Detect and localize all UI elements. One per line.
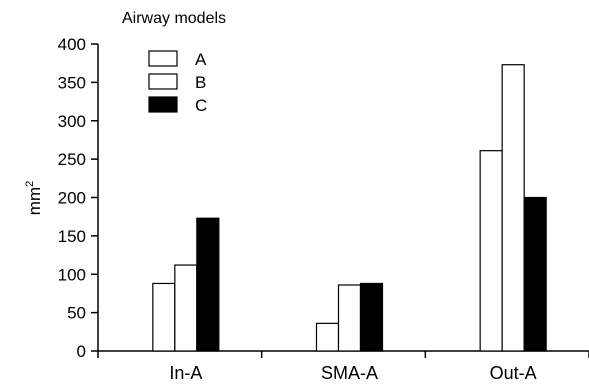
y-tick-label: 50	[67, 304, 86, 323]
bar-A-Out-A	[479, 150, 503, 352]
legend-label-A: A	[195, 50, 207, 69]
x-tick-label: In-A	[169, 363, 202, 383]
y-axis-label: mm2	[24, 181, 44, 215]
x-axis: In-A SMA-A Out-A	[97, 350, 589, 383]
bar-B-In-A	[174, 264, 198, 352]
bar-B-Out-A	[501, 64, 525, 352]
bar-B-SMA-A	[337, 284, 362, 352]
x-tick-label: Out-A	[490, 363, 537, 383]
bar-C-SMA-A	[359, 282, 384, 352]
bar-A-In-A	[152, 282, 176, 352]
legend-swatch-B	[148, 73, 178, 90]
legend-title: Airway models	[122, 10, 226, 27]
legend: ABC	[148, 50, 207, 115]
bars	[152, 64, 547, 352]
y-tick-label: 300	[58, 112, 86, 131]
legend-swatch-C	[148, 96, 178, 113]
y-axis: 0 50 100 150 200 250 300 350 400	[58, 35, 99, 361]
y-tick-label: 150	[58, 227, 86, 246]
legend-swatch-A	[148, 50, 178, 67]
y-tick-label: 0	[77, 342, 86, 361]
y-tick-label: 100	[58, 265, 86, 284]
y-tick-label: 350	[58, 73, 86, 92]
bar-C-In-A	[196, 217, 220, 352]
x-tick-label: SMA-A	[321, 363, 378, 383]
y-tick-label: 250	[58, 150, 86, 169]
y-tick-label: 200	[58, 189, 86, 208]
bar-C-Out-A	[523, 196, 547, 352]
y-tick-label: 400	[58, 35, 86, 54]
legend-label-B: B	[195, 73, 206, 92]
legend-label-C: C	[195, 96, 207, 115]
bar-A-SMA-A	[315, 322, 340, 352]
